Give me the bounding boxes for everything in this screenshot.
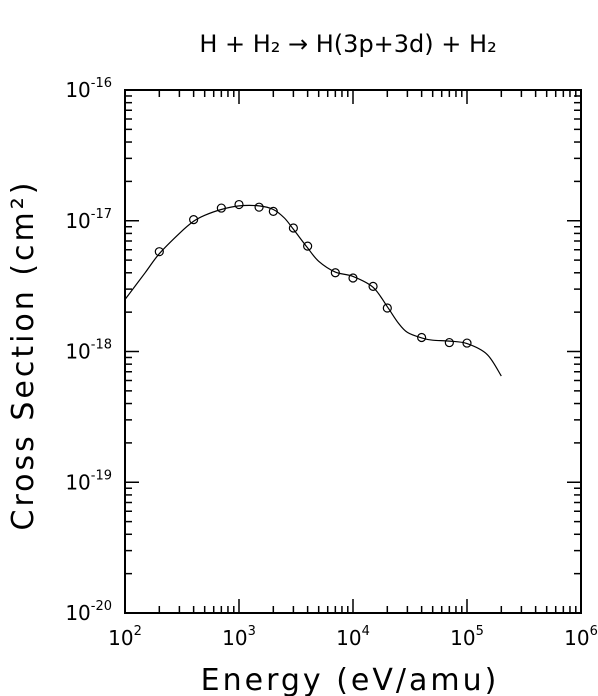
data-point [254,202,264,212]
data-point [368,281,378,291]
x-tick-label: 105 [450,624,484,650]
x-tick-label: 102 [108,624,142,650]
data-point [303,241,313,251]
y-axis-label: Cross Section (cm²) [6,180,41,531]
y-tick-label: 10-16 [65,76,112,102]
plot-frame [124,89,582,614]
x-tick-label: 104 [336,624,370,650]
x-tick-label: 106 [564,624,598,650]
y-tick-label: 10-17 [65,207,112,233]
data-point [382,303,392,313]
tick-labels: 102 103 104 105 106 10-20 10-19 10-18 10-17 10-16 [65,76,598,650]
data-point [444,337,454,348]
y-tick-label: 10-18 [65,338,112,364]
series-layer [124,199,502,377]
chart-title: H + H₂ → H(3p+3d) + H₂ [199,30,496,58]
y-tick-label: 10-19 [65,468,112,494]
data-point [154,247,164,257]
data-point [417,332,427,343]
data-point [288,223,298,233]
data-point [189,215,199,225]
x-axis-label: Energy (eV/amu) [201,663,500,696]
data-point [234,199,244,210]
axis-ticks [124,89,582,614]
x-tick-label: 103 [222,624,256,650]
fit-curve [124,204,502,377]
y-tick-label: 10-20 [65,599,112,625]
